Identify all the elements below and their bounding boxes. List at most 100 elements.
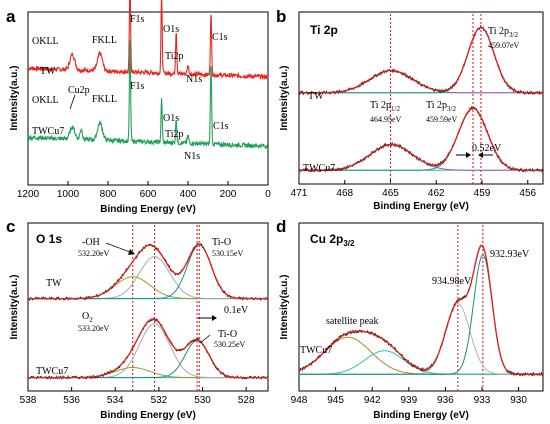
panel-label-a: a [6, 7, 16, 26]
panel-a-ann-f1s-tw: F1s [130, 14, 145, 25]
panel-b-raw-twcu7 [298, 106, 543, 173]
panel-a-label-twcu7: TWCu7 [32, 126, 64, 137]
panel-c-component-tw [28, 256, 268, 300]
panel-b: b Ti 2p Binding Energy (eV) Intensity(a.… [276, 7, 544, 212]
panel-a-series-tw [27, 0, 269, 81]
panel-a-label-tw: TW [40, 66, 56, 77]
panel-d-x-tick-label: 948 [291, 395, 308, 406]
panel-d: d Cu 2p3/2 Binding Energy (eV) Intensity… [276, 217, 544, 421]
panel-c-ann-shift: 0.1eV [224, 305, 249, 316]
panel-a-ann-f1s-twcu7: F1s [130, 81, 145, 92]
panel-c-ann-tio-tw: Ti-O [212, 237, 231, 248]
panel-d-ann-satellite: satellite peak [326, 316, 378, 327]
panel-d-x-tick-label: 945 [327, 395, 344, 406]
panel-b-xlabel: Binding Energy (eV) [373, 201, 469, 212]
panel-a-x-tick-label: 400 [180, 189, 197, 200]
panel-a-ann-okll-twcu7: OKLL [32, 95, 59, 106]
panel-a-x-tick-label: 1200 [17, 189, 40, 200]
panel-a-x-ticks: 1200 1000 800 600 400 200 0 [17, 181, 271, 200]
panel-b-x-tick-label: 456 [519, 188, 536, 199]
panel-d-ann-932-93: 932.93eV [490, 249, 530, 260]
panel-d-x-tick-label: 939 [400, 395, 417, 406]
panel-b-x-tick-label: 462 [428, 188, 445, 199]
panel-label-b: b [276, 7, 286, 26]
panel-c-ann-533-20: 533.20eV [78, 324, 110, 333]
panel-b-ann-ti2p32-tw: Ti 2p3/2 [488, 26, 518, 39]
panel-d-plot-frame [298, 222, 544, 392]
panel-d-ylabel: Intensity(a.u.) [279, 274, 290, 339]
panel-a-series-twcu7 [27, 40, 269, 150]
panel-b-series [298, 24, 543, 173]
panel-d-envelope-twcu7 [298, 244, 543, 375]
panel-d-raw-twcu7 [298, 244, 544, 377]
panel-a-ann-ti2p-tw: Ti2p [165, 51, 184, 62]
panel-b-ann-ti2p12: Ti 2p1/2 [370, 100, 400, 113]
panel-c-x-tick-label: 530 [194, 395, 211, 406]
panel-c-label-twcu7: TWCu7 [36, 366, 68, 377]
panel-a-x-tick-label: 0 [265, 189, 271, 200]
panel-c-x-tick-label: 532 [151, 395, 168, 406]
panel-a-ann-okll-tw: OKLL [32, 36, 59, 47]
panel-b-label-twcu7: TWCu7 [303, 163, 335, 174]
panel-c-x-ticks: 538 536 534 532 530 528 [20, 387, 255, 406]
panel-a-ylabel: Intensity(a.u.) [9, 65, 20, 130]
panel-c-plot-frame [27, 222, 269, 392]
panel-b-ann-459-59: 459.59eV [426, 115, 458, 124]
panel-d-ann-934-98: 934.98eV [432, 276, 472, 287]
panel-b-ann-464-95: 464.95eV [370, 115, 402, 124]
panel-b-plot-frame [298, 11, 544, 185]
panel-label-d: d [276, 217, 286, 236]
panel-a-ann-fkll-tw: FKLL [92, 35, 117, 46]
panel-label-c: c [6, 217, 15, 236]
panel-c-component-tw [28, 276, 268, 300]
panel-d-x-tick-label: 933 [474, 395, 491, 406]
panel-a-xlabel: Binding Energy (eV) [100, 204, 196, 215]
panel-b-reference-lines [389, 14, 482, 184]
panel-c-x-tick-label: 538 [20, 395, 37, 406]
panel-b-ann-shift: 0.52eV [472, 143, 502, 154]
panel-a-ann-n1s-twcu7: N1s [184, 151, 200, 162]
panel-b-component-twcu7 [299, 143, 543, 171]
panel-c-envelope-tw [28, 243, 268, 300]
panel-a-ann-o1s-tw: O1s [163, 24, 179, 35]
panel-c-xlabel: Binding Energy (eV) [100, 410, 196, 421]
panel-b-ann-ti2p32-twcu7: Ti 2p3/2 [426, 100, 456, 113]
panel-c-ann-530-25: 530.25eV [214, 340, 246, 349]
panel-b-x-tick-label: 468 [336, 188, 353, 199]
panel-d-x-tick-label: 930 [510, 395, 527, 406]
panel-c-ann-530-15: 530.15eV [212, 249, 244, 258]
panel-c-pointers [105, 242, 217, 344]
panel-d-x-ticks: 948 945 942 939 936 933 930 [291, 387, 527, 406]
panel-b-shift-arrows [456, 152, 493, 158]
panel-a-ann-n1s-tw: N1s [186, 74, 202, 85]
panel-d-xlabel: Binding Energy (eV) [373, 410, 469, 421]
panel-c-envelope-twcu7 [28, 318, 268, 379]
panel-c: c O 1s Binding Energy (eV) Intensity(a.u… [6, 217, 269, 421]
panel-c-x-tick-label: 528 [238, 395, 255, 406]
panel-b-title: Ti 2p [310, 23, 338, 37]
panel-b-ann-459-07: 459.07eV [488, 41, 520, 50]
panel-b-label-tw: TW [308, 91, 324, 102]
panel-c-ann-532-20: 532.20eV [78, 249, 110, 258]
panel-c-ann-tio-twcu7: Ti-O [218, 329, 237, 340]
panel-b-envelope-tw [299, 26, 543, 94]
panel-a-ann-cu2p: Cu2p [68, 85, 90, 96]
panel-c-label-tw: TW [46, 278, 62, 289]
panel-c-series [27, 242, 269, 380]
panel-b-x-tick-label: 471 [291, 188, 308, 199]
panel-d-x-tick-label: 936 [437, 395, 454, 406]
panel-b-x-ticks: 471 468 465 462 459 456 [291, 180, 537, 199]
panel-b-ylabel: Intensity(a.u.) [279, 65, 290, 130]
panel-d-series [298, 244, 544, 377]
panel-c-x-tick-label: 534 [107, 395, 124, 406]
panel-b-envelope-twcu7 [299, 107, 543, 171]
panel-a-ann-o1s-twcu7: O1s [163, 113, 179, 124]
panel-a-x-tick-label: 200 [220, 189, 237, 200]
panel-a-plot-frame [27, 11, 269, 186]
panel-c-ylabel: Intensity(a.u.) [9, 274, 20, 339]
panel-d-title: Cu 2p3/2 [310, 232, 355, 248]
panel-a: a Binding Energy (eV) Intensity(a.u.) 12… [6, 0, 271, 215]
panel-a-ann-c1s-twcu7: C1s [213, 121, 229, 132]
panel-b-x-tick-label: 465 [382, 188, 399, 199]
